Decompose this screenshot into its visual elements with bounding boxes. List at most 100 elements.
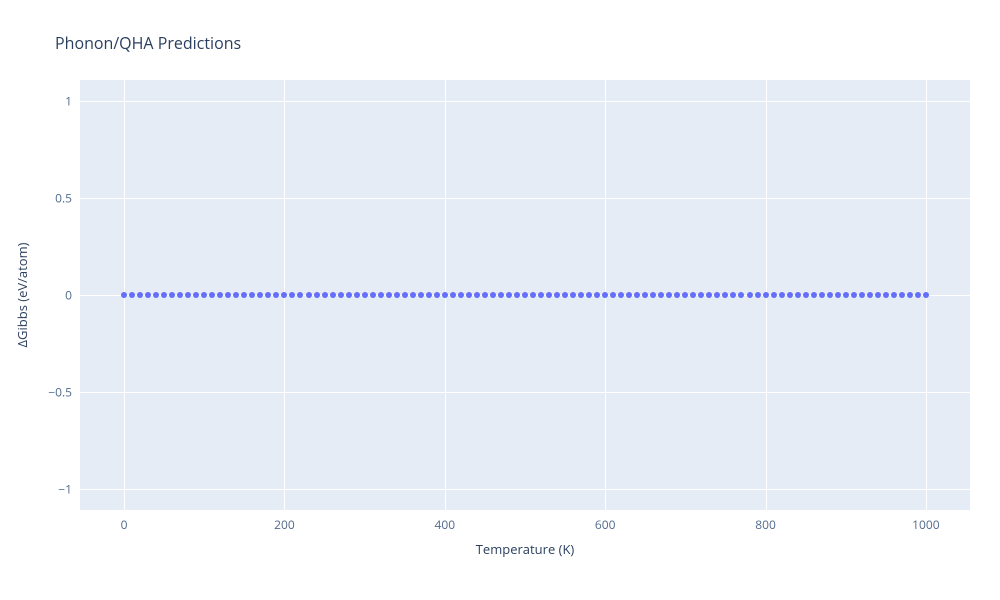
y-tick-label: 0 <box>65 287 72 304</box>
data-point <box>859 292 865 298</box>
data-point <box>682 292 688 298</box>
data-point <box>314 292 320 298</box>
y-tick-label: −0.5 <box>48 383 72 400</box>
data-point <box>434 292 440 298</box>
data-point <box>450 292 456 298</box>
data-point <box>867 292 873 298</box>
data-point <box>498 292 504 298</box>
data-point <box>779 292 785 298</box>
data-point <box>378 292 384 298</box>
data-point <box>402 292 408 298</box>
data-point <box>137 292 143 298</box>
data-point <box>891 292 897 298</box>
gridline-h <box>80 489 970 490</box>
data-point <box>562 292 568 298</box>
data-point <box>209 292 215 298</box>
x-axis-label: Temperature (K) <box>476 540 575 558</box>
data-point <box>257 292 263 298</box>
data-point <box>514 292 520 298</box>
data-point <box>610 292 616 298</box>
data-point <box>570 292 576 298</box>
data-point <box>386 292 392 298</box>
data-point <box>338 292 344 298</box>
data-point <box>201 292 207 298</box>
data-point <box>217 292 223 298</box>
data-point <box>811 292 817 298</box>
data-point <box>273 292 279 298</box>
data-point <box>714 292 720 298</box>
data-point <box>851 292 857 298</box>
chart-title: Phonon/QHA Predictions <box>55 32 241 54</box>
data-point <box>907 292 913 298</box>
data-point <box>730 292 736 298</box>
data-point <box>923 292 929 298</box>
data-point <box>225 292 231 298</box>
data-point <box>346 292 352 298</box>
data-point <box>819 292 825 298</box>
data-point <box>690 292 696 298</box>
data-point <box>330 292 336 298</box>
data-point <box>658 292 664 298</box>
data-point <box>787 292 793 298</box>
data-point <box>153 292 159 298</box>
data-point <box>129 292 135 298</box>
data-point <box>843 292 849 298</box>
data-point <box>883 292 889 298</box>
data-point <box>602 292 608 298</box>
data-point <box>394 292 400 298</box>
data-point <box>177 292 183 298</box>
data-point <box>306 292 312 298</box>
data-point <box>594 292 600 298</box>
data-point <box>410 292 416 298</box>
y-axis-label: ΔGibbs (eV/atom) <box>13 243 31 348</box>
data-point <box>899 292 905 298</box>
data-point <box>738 292 744 298</box>
data-point <box>795 292 801 298</box>
data-point <box>747 292 753 298</box>
gridline-h <box>80 392 970 393</box>
data-point <box>803 292 809 298</box>
data-point <box>193 292 199 298</box>
gridline-h <box>80 198 970 199</box>
data-point <box>121 292 127 298</box>
data-point <box>506 292 512 298</box>
y-tick-label: −1 <box>58 480 72 497</box>
data-point <box>233 292 239 298</box>
data-point <box>458 292 464 298</box>
data-point <box>426 292 432 298</box>
data-point <box>145 292 151 298</box>
data-point <box>771 292 777 298</box>
data-point <box>169 292 175 298</box>
x-tick-label: 1000 <box>912 516 939 533</box>
data-point <box>626 292 632 298</box>
data-point <box>666 292 672 298</box>
data-point <box>289 292 295 298</box>
data-point <box>722 292 728 298</box>
y-tick-label: 1 <box>65 93 72 110</box>
data-point <box>482 292 488 298</box>
data-point <box>915 292 921 298</box>
data-point <box>249 292 255 298</box>
data-point <box>875 292 881 298</box>
y-tick-label: 0.5 <box>55 190 72 207</box>
data-point <box>763 292 769 298</box>
data-point <box>618 292 624 298</box>
data-point <box>418 292 424 298</box>
x-tick-label: 200 <box>274 516 295 533</box>
x-tick-label: 400 <box>435 516 456 533</box>
x-tick-label: 600 <box>595 516 616 533</box>
data-point <box>634 292 640 298</box>
data-point <box>466 292 472 298</box>
data-point <box>185 292 191 298</box>
data-point <box>281 292 287 298</box>
data-point <box>835 292 841 298</box>
data-point <box>586 292 592 298</box>
x-tick-label: 0 <box>121 516 128 533</box>
data-point <box>706 292 712 298</box>
data-point <box>442 292 448 298</box>
x-tick-label: 800 <box>755 516 776 533</box>
data-point <box>362 292 368 298</box>
data-point <box>354 292 360 298</box>
data-point <box>265 292 271 298</box>
data-point <box>642 292 648 298</box>
